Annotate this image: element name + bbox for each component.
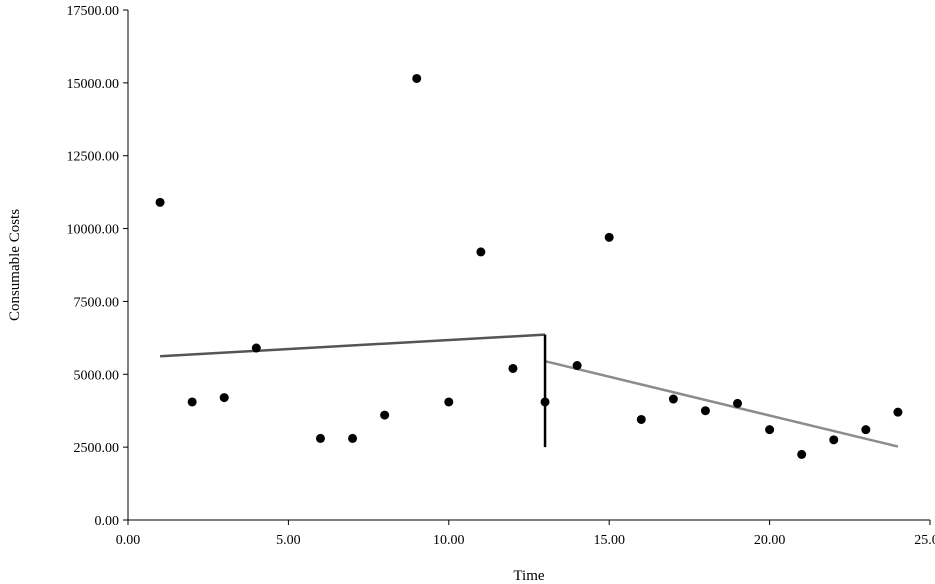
trend-line xyxy=(160,333,546,358)
data-point xyxy=(380,410,390,420)
data-point xyxy=(315,433,325,443)
data-point xyxy=(765,425,775,435)
y-tick-label: 12500.00 xyxy=(67,150,120,165)
data-points xyxy=(155,73,903,459)
data-point xyxy=(251,343,261,353)
data-point xyxy=(572,361,582,371)
data-point xyxy=(636,414,646,424)
x-tick-label: 15.00 xyxy=(593,533,625,548)
x-tick-label: 0.00 xyxy=(116,533,141,548)
y-tick-label: 2500.00 xyxy=(74,441,120,456)
data-point xyxy=(829,435,839,445)
data-point xyxy=(187,397,197,407)
data-point xyxy=(733,398,743,408)
x-tick-label: 20.00 xyxy=(754,533,786,548)
data-point xyxy=(444,397,454,407)
data-point xyxy=(797,449,807,459)
y-tick-label: 10000.00 xyxy=(67,223,120,238)
x-tick-label: 5.00 xyxy=(276,533,301,548)
data-point xyxy=(668,394,678,404)
data-point xyxy=(412,73,422,83)
x-axis-title: Time xyxy=(513,568,544,584)
trend-lines xyxy=(160,333,899,448)
data-point xyxy=(508,363,518,373)
y-tick-label: 17500.00 xyxy=(67,4,120,19)
x-tick-label: 25.00 xyxy=(914,533,935,548)
trend-line xyxy=(544,359,899,448)
data-point xyxy=(861,425,871,435)
data-point xyxy=(604,232,614,242)
y-ticks: 0.00 2500.00 5000.00 7500.00 10000.00 12500.0… xyxy=(67,4,128,529)
axes xyxy=(127,10,930,521)
data-point xyxy=(476,247,486,257)
x-tick-label: 10.00 xyxy=(433,533,465,548)
x-ticks: 0.00 5.00 10.00 15.00 20.00 25.00 xyxy=(116,520,935,548)
data-point xyxy=(700,406,710,416)
data-point xyxy=(893,407,903,417)
y-tick-label: 15000.00 xyxy=(67,77,120,92)
data-point xyxy=(348,433,358,443)
y-tick-label: 0.00 xyxy=(95,514,120,529)
data-point xyxy=(155,197,165,207)
y-tick-label: 5000.00 xyxy=(74,368,120,383)
y-axis-title: Consumable Costs xyxy=(7,209,23,321)
data-point xyxy=(219,393,229,403)
data-point xyxy=(540,397,550,407)
y-tick-label: 7500.00 xyxy=(74,295,120,310)
